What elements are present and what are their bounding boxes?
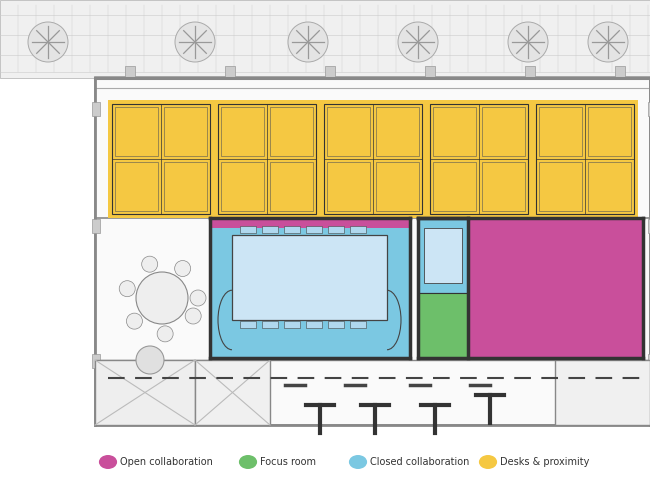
Text: Desks & proximity: Desks & proximity bbox=[500, 457, 590, 467]
Bar bbox=[270, 162, 313, 211]
Bar bbox=[424, 228, 462, 283]
Bar bbox=[262, 226, 278, 233]
Bar bbox=[648, 354, 650, 368]
Circle shape bbox=[588, 22, 628, 62]
Ellipse shape bbox=[99, 455, 117, 469]
Bar bbox=[112, 104, 210, 214]
Bar bbox=[539, 107, 582, 156]
Bar bbox=[433, 162, 476, 211]
Bar bbox=[539, 162, 582, 211]
Bar bbox=[615, 66, 625, 78]
Bar bbox=[418, 293, 468, 358]
Bar bbox=[115, 107, 158, 156]
Bar bbox=[418, 218, 468, 293]
Bar bbox=[350, 321, 366, 328]
Circle shape bbox=[119, 281, 135, 297]
Circle shape bbox=[126, 313, 142, 329]
Circle shape bbox=[398, 22, 438, 62]
Bar bbox=[221, 162, 264, 211]
Circle shape bbox=[136, 346, 164, 374]
Bar bbox=[648, 219, 650, 233]
Bar bbox=[433, 107, 476, 156]
Text: Open collaboration: Open collaboration bbox=[120, 457, 213, 467]
Bar bbox=[327, 162, 370, 211]
Bar bbox=[482, 162, 525, 211]
Circle shape bbox=[175, 261, 190, 276]
Bar bbox=[240, 321, 256, 328]
Bar bbox=[164, 162, 207, 211]
Circle shape bbox=[288, 22, 328, 62]
Bar bbox=[284, 321, 300, 328]
Circle shape bbox=[136, 272, 188, 324]
Bar bbox=[376, 162, 419, 211]
Bar bbox=[0, 0, 650, 78]
Bar bbox=[536, 104, 634, 214]
Bar bbox=[92, 219, 100, 233]
Bar bbox=[482, 107, 525, 156]
Text: Closed collaboration: Closed collaboration bbox=[370, 457, 470, 467]
Circle shape bbox=[190, 290, 206, 306]
Bar bbox=[262, 321, 278, 328]
Bar bbox=[108, 100, 638, 218]
Bar bbox=[92, 102, 100, 116]
Bar bbox=[525, 66, 535, 78]
Bar bbox=[225, 66, 235, 78]
Bar bbox=[164, 107, 207, 156]
Bar bbox=[328, 321, 344, 328]
Circle shape bbox=[185, 308, 202, 324]
Bar bbox=[648, 102, 650, 116]
Bar bbox=[325, 66, 335, 78]
Circle shape bbox=[157, 326, 173, 342]
Bar bbox=[324, 104, 422, 214]
Bar bbox=[221, 107, 264, 156]
Circle shape bbox=[142, 256, 158, 272]
Bar bbox=[240, 226, 256, 233]
Bar bbox=[468, 218, 643, 358]
Circle shape bbox=[508, 22, 548, 62]
Bar bbox=[588, 162, 631, 211]
Bar bbox=[218, 104, 316, 214]
Bar bbox=[306, 321, 322, 328]
Bar bbox=[210, 218, 410, 228]
Bar bbox=[425, 66, 435, 78]
Ellipse shape bbox=[479, 455, 497, 469]
Bar bbox=[376, 107, 419, 156]
Bar bbox=[95, 77, 650, 425]
Bar bbox=[232, 235, 387, 320]
Text: Focus room: Focus room bbox=[261, 457, 317, 467]
Bar bbox=[92, 354, 100, 368]
Bar bbox=[125, 66, 135, 78]
Ellipse shape bbox=[239, 455, 257, 469]
Ellipse shape bbox=[349, 455, 367, 469]
Bar bbox=[115, 162, 158, 211]
Bar bbox=[588, 107, 631, 156]
Bar bbox=[555, 360, 650, 425]
Circle shape bbox=[28, 22, 68, 62]
Bar bbox=[284, 226, 300, 233]
Bar bbox=[327, 107, 370, 156]
Circle shape bbox=[175, 22, 215, 62]
Bar bbox=[210, 218, 410, 358]
Bar bbox=[306, 226, 322, 233]
Bar bbox=[430, 104, 528, 214]
Bar bbox=[270, 107, 313, 156]
Bar bbox=[95, 360, 195, 425]
Bar bbox=[328, 226, 344, 233]
Bar bbox=[195, 360, 270, 425]
Bar bbox=[350, 226, 366, 233]
